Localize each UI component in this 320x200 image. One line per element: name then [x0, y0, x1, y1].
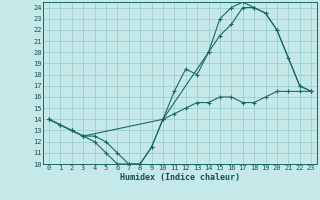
X-axis label: Humidex (Indice chaleur): Humidex (Indice chaleur): [120, 173, 240, 182]
